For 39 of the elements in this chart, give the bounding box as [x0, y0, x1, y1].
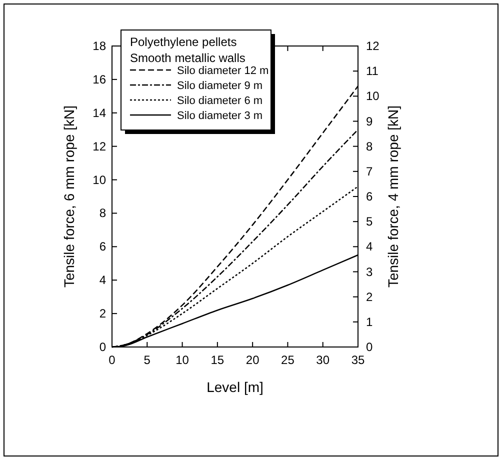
x-tick-label: 0: [108, 353, 116, 367]
x-tick-label: 25: [281, 353, 295, 367]
y2-tick-label: 10: [366, 89, 380, 104]
y-tick-label: 14: [92, 106, 106, 120]
x-tick-label: 35: [351, 353, 365, 367]
x-tick-label: 30: [316, 353, 330, 367]
legend-label: Silo diameter 3 m: [177, 110, 263, 122]
y2-tick-label: 12: [366, 39, 380, 53]
y-tick-label: 18: [92, 39, 106, 53]
x-tick-label: 15: [210, 353, 224, 367]
y-tick-label: 2: [99, 306, 106, 321]
legend-label: Silo diameter 9 m: [177, 80, 263, 92]
legend-label: Silo diameter 12 m: [177, 65, 269, 77]
y-tick-label: 10: [92, 172, 106, 187]
y2-tick-label: 4: [366, 240, 373, 254]
x-tick-label: 10: [176, 353, 190, 367]
y2-tick-label: 7: [366, 164, 373, 178]
y2-tick-label: 5: [366, 214, 373, 229]
y-axis-title: Tensile force, 6 mm rope [kN]: [61, 105, 77, 288]
y2-tick-label: 3: [366, 264, 373, 279]
y2-tick-label: 0: [366, 340, 373, 354]
legend-label: Silo diameter 6 m: [177, 95, 263, 107]
y2-tick-label: 8: [366, 139, 373, 154]
y2-tick-label: 2: [366, 290, 373, 304]
y2-tick-label: 11: [366, 64, 379, 78]
legend-title: Polyethylene pellets Smooth metallic walls: [130, 35, 246, 65]
x-tick-label: 20: [246, 353, 260, 367]
y2-tick-label: 6: [366, 190, 373, 204]
y-tick-label: 6: [99, 240, 106, 254]
y2-tick-label: 9: [366, 114, 373, 128]
x-axis-title: Level [m]: [206, 379, 264, 395]
y-tick-label: 12: [92, 139, 106, 154]
y-tick-label: 0: [99, 340, 106, 354]
x-tick-label: 5: [144, 353, 151, 367]
y-tick-label: 16: [92, 72, 106, 86]
y2-tick-label: 1: [366, 314, 373, 329]
y-tick-label: 4: [99, 273, 106, 288]
y2-axis-title: Tensile force, 4 mm rope [kN]: [385, 105, 401, 288]
y-tick-label: 8: [99, 206, 106, 220]
